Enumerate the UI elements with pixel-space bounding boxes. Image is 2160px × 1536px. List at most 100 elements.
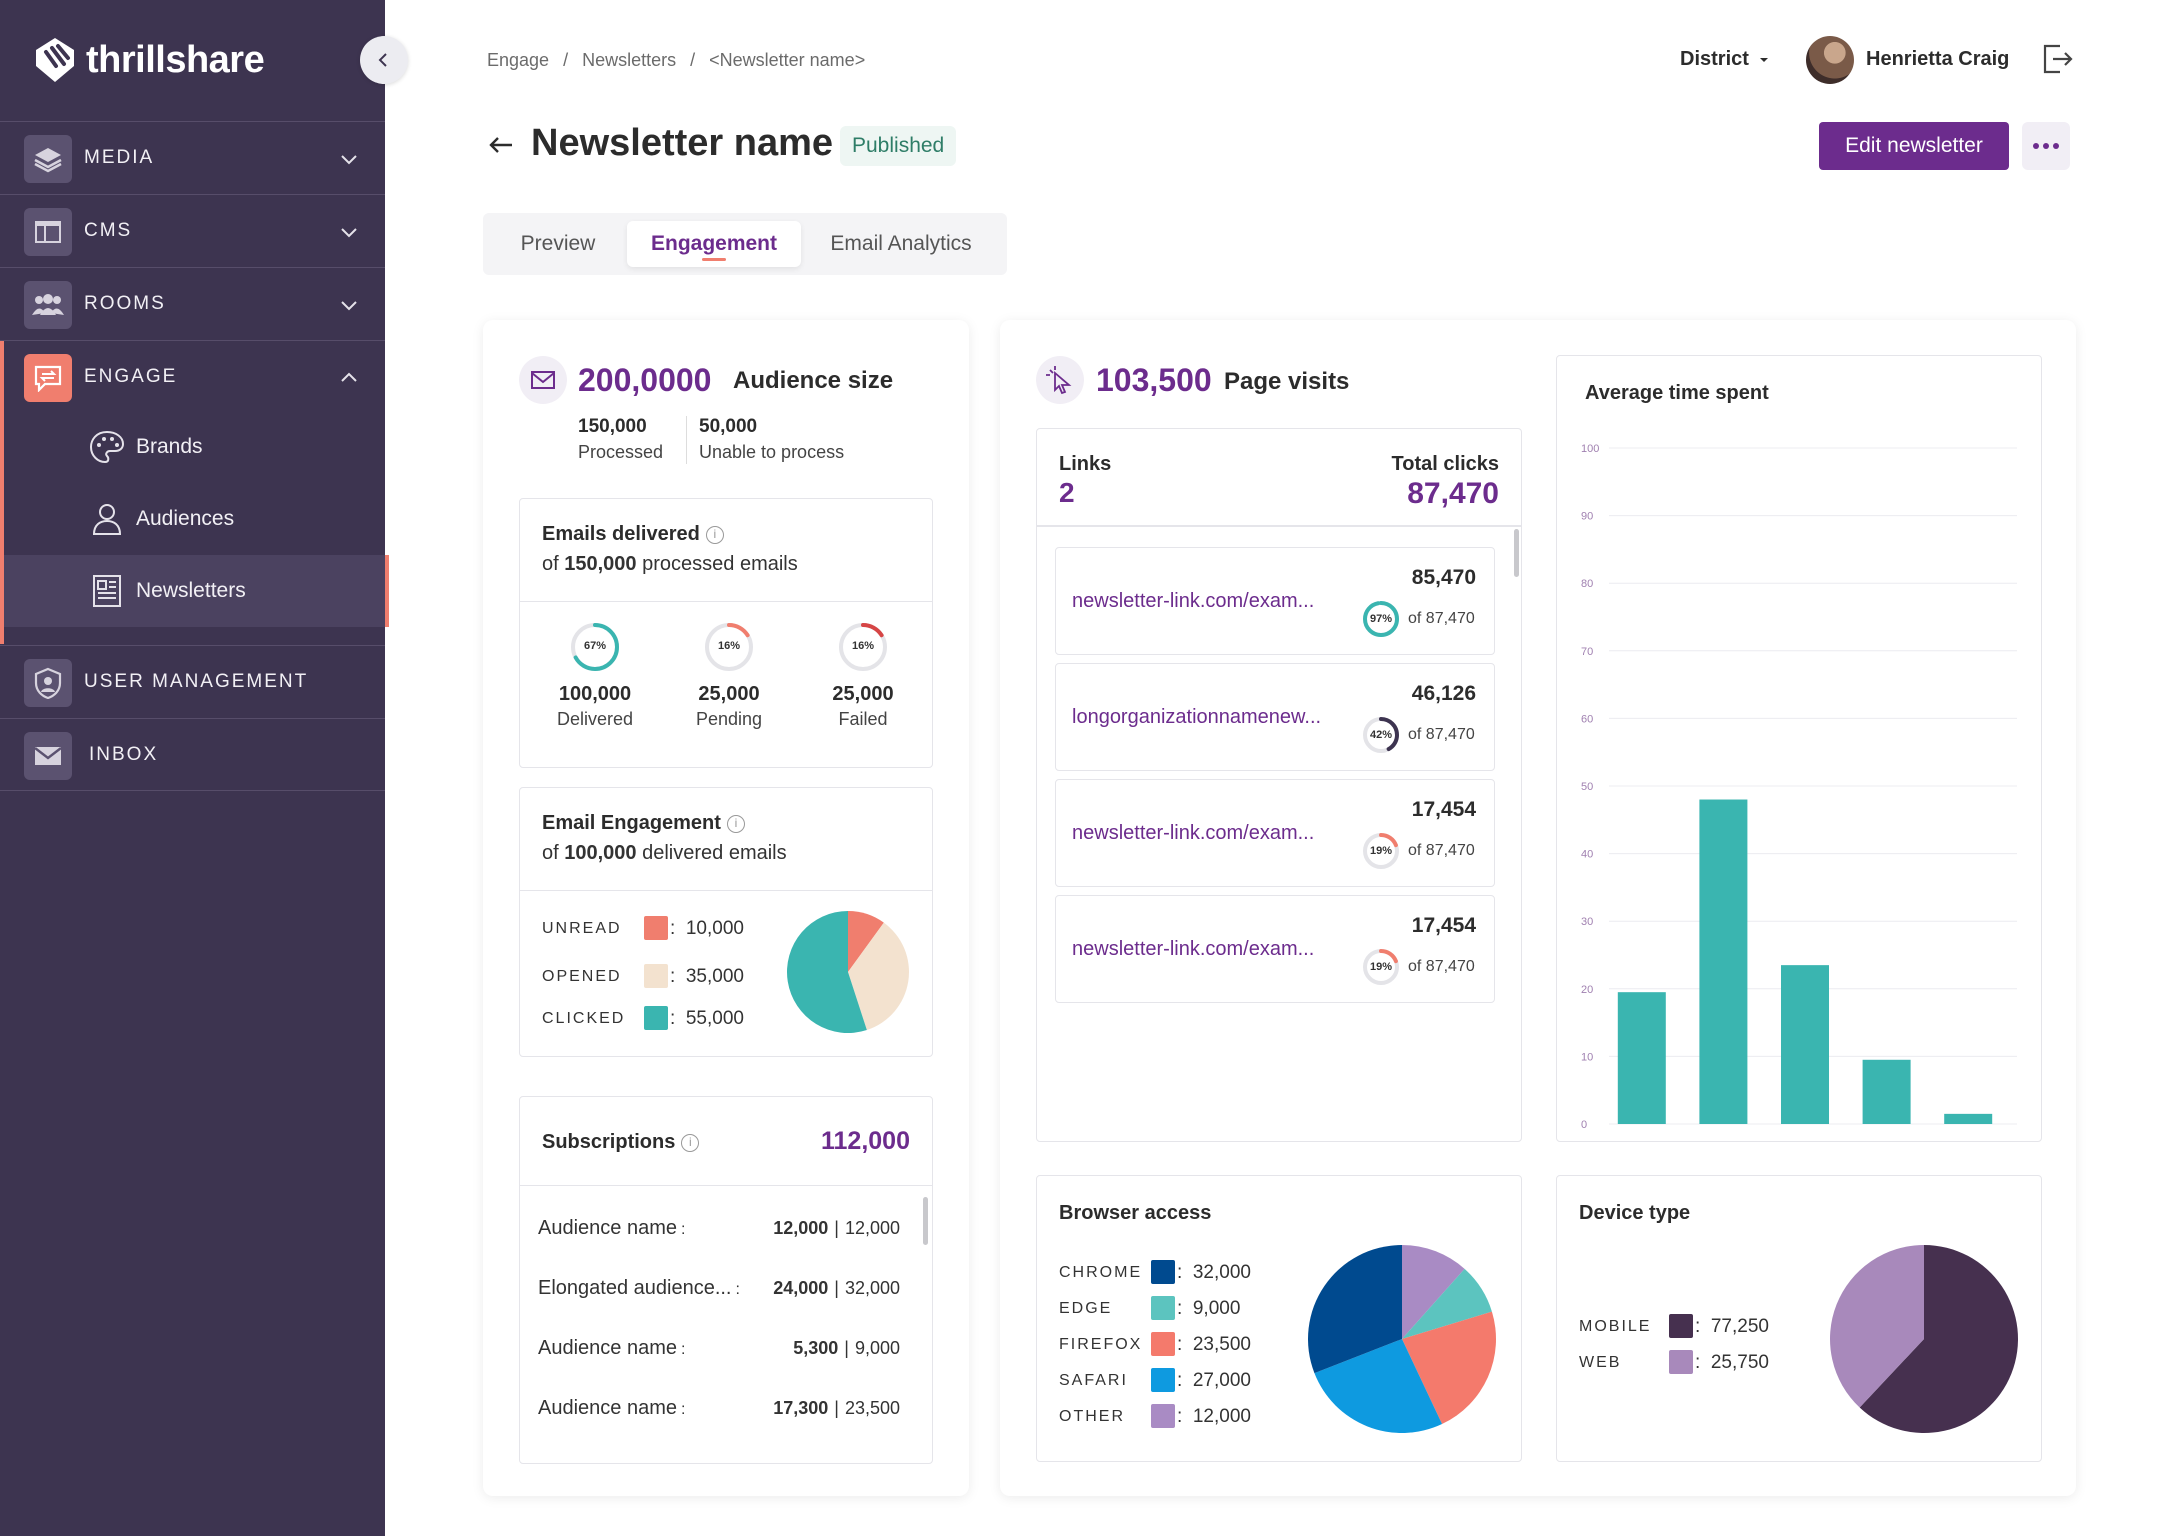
link-percent: 42% [1369, 729, 1393, 741]
y-tick-label: 40 [1581, 849, 1593, 861]
sidebar-item-brands-label: Brands [136, 435, 203, 458]
logout-icon[interactable] [2040, 42, 2074, 76]
emails-delivered-title: Emails delivered [542, 523, 700, 545]
chevron-up-icon [341, 372, 357, 382]
legend-value: 9,000 [1192, 1298, 1241, 1319]
legend-label: SAFARI [1059, 1372, 1128, 1389]
sidebar-item-audiences-label: Audiences [136, 507, 235, 530]
legend-swatch [1151, 1404, 1175, 1428]
info-icon[interactable]: i [705, 525, 724, 544]
chat-arrows-icon [24, 354, 72, 402]
breadcrumb-engage[interactable]: Engage [487, 50, 550, 70]
link-url[interactable]: longorganizationnamenew... [1072, 706, 1322, 728]
legend-label: CHROME [1059, 1264, 1143, 1281]
subscription-name: Audience name [538, 1397, 677, 1419]
sidebar-item-brands[interactable]: Brands [4, 411, 389, 483]
sidebar-item-newsletters[interactable]: Newsletters [4, 555, 389, 627]
of-label: of [1408, 726, 1422, 743]
nav-rooms-label: ROOMS [84, 293, 166, 314]
list-item: longorganizationnamenew... 46,126 42% of 87… [1055, 663, 1495, 771]
brand-name: thrillshare [86, 38, 265, 81]
brand-logo[interactable]: thrillshare [34, 32, 265, 88]
scrollbar[interactable] [1514, 529, 1519, 577]
table-row[interactable]: Audience name: 5,300 | 9,000 [520, 1337, 920, 1367]
subscription-name: Elongated audience... [538, 1277, 732, 1299]
legend-swatch [1669, 1350, 1693, 1374]
legend-label: OTHER [1059, 1408, 1125, 1425]
back-arrow-icon[interactable] [486, 130, 516, 160]
y-tick-label: 0 [1581, 1119, 1587, 1131]
link-percent: 19% [1369, 845, 1393, 857]
legend-label: UNREAD [542, 920, 622, 937]
engagement-pie-slice-0 [848, 911, 884, 972]
of-label: of [1408, 610, 1422, 627]
engagement-pie-chart [787, 911, 909, 1033]
edit-newsletter-button[interactable]: Edit newsletter [1819, 122, 2009, 170]
cursor-click-icon [1036, 356, 1084, 404]
legend-value-wrap: : 10,000 [670, 918, 744, 939]
nav-inbox[interactable]: INBOX [0, 718, 385, 791]
subscription-values: 24,000 | 32,000 [773, 1278, 900, 1299]
tab-engagement[interactable]: Engagement [627, 221, 801, 267]
y-tick-label: 20 [1581, 984, 1593, 996]
nav-inbox-label: INBOX [89, 744, 159, 765]
scrollbar[interactable] [923, 1197, 928, 1245]
email-engagement-box: Email Engagement i of 100,000 delivered e… [519, 787, 933, 1057]
browser-pie-slice-3 [1314, 1339, 1443, 1433]
link-url[interactable]: newsletter-link.com/exam... [1072, 822, 1315, 844]
info-icon[interactable]: i [681, 1133, 700, 1152]
delivered-stat-label: Failed [838, 709, 888, 729]
palette-icon [89, 430, 125, 464]
collapse-sidebar-button[interactable] [360, 36, 408, 84]
legend-label: EDGE [1059, 1300, 1113, 1317]
breadcrumb-newsletters[interactable]: Newsletters [582, 50, 677, 70]
subscription-total: 32,000 [844, 1278, 900, 1298]
link-total: 87,470 [1425, 958, 1475, 975]
y-tick-label: 30 [1581, 916, 1593, 928]
link-percent-ring [1363, 833, 1399, 869]
nav-media[interactable]: MEDIA [0, 121, 385, 194]
table-row[interactable]: Audience name: 17,300 | 23,500 [520, 1397, 920, 1427]
table-row[interactable]: Audience name: 12,000 | 12,000 [520, 1217, 920, 1247]
district-dropdown[interactable]: District [1680, 48, 1769, 71]
link-url[interactable]: newsletter-link.com/exam... [1072, 590, 1315, 612]
info-icon[interactable]: i [726, 814, 745, 833]
tab-email-analytics[interactable]: Email Analytics [830, 232, 972, 255]
link-percent-ring [1363, 601, 1399, 637]
y-tick-label: 100 [1581, 443, 1599, 455]
breadcrumb-separator: / [690, 50, 696, 70]
processed-value: 150,000 [578, 416, 647, 437]
emails-delivered-heading: Emails delivered i [542, 523, 724, 546]
legend-label: CLICKED [542, 1010, 626, 1027]
link-clicks: 17,454 [1411, 914, 1476, 937]
user-name[interactable]: Henrietta Craig [1866, 48, 2010, 70]
tab-preview[interactable]: Preview [520, 232, 596, 255]
avatar[interactable] [1806, 36, 1854, 84]
divider [520, 1185, 932, 1186]
nav-cms[interactable]: CMS [0, 194, 385, 267]
sidebar-item-audiences[interactable]: Audiences [4, 483, 389, 555]
more-options-button[interactable] [2022, 122, 2070, 170]
avg-time-title: Average time spent [1585, 382, 1769, 404]
legend-swatch [1151, 1332, 1175, 1356]
nav-engage[interactable]: ENGAGE [0, 340, 385, 413]
legend-label: WEB [1579, 1354, 1622, 1371]
total-clicks-value: 87,470 [1407, 477, 1499, 510]
link-url[interactable]: newsletter-link.com/exam... [1072, 938, 1315, 960]
table-row[interactable]: Elongated audience...: 24,000 | 32,000 [520, 1277, 920, 1307]
browser-access-box: Browser access CHROME: 32,000 EDGE: 9,000… [1036, 1175, 1522, 1462]
link-of-total: of 87,470 [1408, 958, 1475, 976]
nav-rooms[interactable]: ROOMS [0, 267, 385, 340]
breadcrumb-current: <Newsletter name> [709, 50, 866, 70]
browser-pie-slice-2 [1402, 1311, 1496, 1425]
legend-value-wrap: : 32,000 [1177, 1262, 1251, 1283]
subscriptions-total: 112,000 [821, 1127, 910, 1155]
device-pie-chart [1830, 1245, 2018, 1433]
legend-value-wrap: : 12,000 [1177, 1406, 1251, 1427]
legend-label: FIREFOX [1059, 1336, 1143, 1353]
nav-user-management[interactable]: USER MANAGEMENT [0, 645, 385, 718]
legend-swatch [644, 964, 668, 988]
subscription-count: 17,300 [773, 1398, 829, 1418]
district-label: District [1680, 48, 1749, 70]
subscription-count: 24,000 [773, 1278, 829, 1298]
